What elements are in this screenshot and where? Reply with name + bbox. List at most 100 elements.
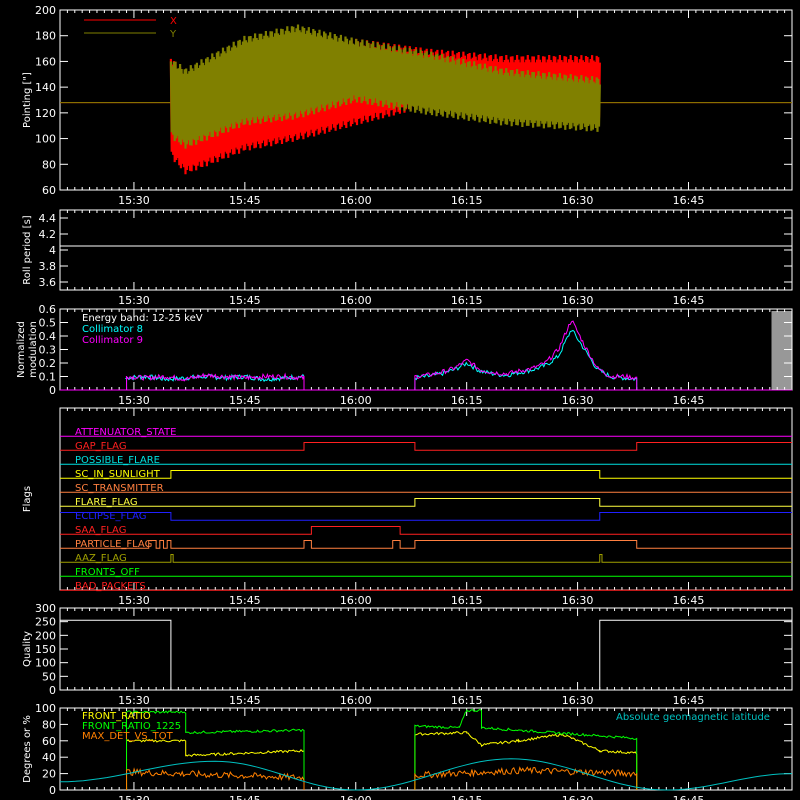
x-tick-label: 16:30 xyxy=(562,794,594,800)
panel-quality: 15:30 15:45 16:00 16:15 16:30 16:450501001502… xyxy=(22,602,793,707)
y-tick-label: 0 xyxy=(49,684,56,697)
y-tick-label: 4.4 xyxy=(39,212,57,225)
flag-label: FRONTS_OFF xyxy=(75,567,140,578)
flag-label: SAA_FLAG xyxy=(75,525,126,536)
x-tick-label: 15:30 xyxy=(118,294,150,307)
plot-frame xyxy=(59,707,793,791)
x-tick-label: 16:15 xyxy=(451,794,483,800)
y-tick-label: 20 xyxy=(42,768,56,781)
y-tick-label: 3.8 xyxy=(39,260,57,273)
x-tick-label: 16:15 xyxy=(451,294,483,307)
y-axis-title: Pointing ["] xyxy=(22,72,33,128)
flag-label: POSSIBLE_FLARE xyxy=(75,455,160,466)
x-tick-label: 16:30 xyxy=(562,394,594,407)
y-tick-label: 40 xyxy=(42,751,56,764)
y-tick-label: 120 xyxy=(35,107,56,120)
series-line-latitude xyxy=(59,758,793,791)
x-tick-label: 16:00 xyxy=(340,394,372,407)
flag-line xyxy=(60,442,792,451)
series-line-FRONT_RATIO xyxy=(414,731,638,791)
y-tick-label: 100 xyxy=(35,133,56,146)
flag-label: SC_IN_SUNLIGHT xyxy=(75,469,161,480)
x-tick-label: 16:45 xyxy=(673,394,705,407)
legend-label: X xyxy=(170,16,177,27)
y-axis-title: Flags xyxy=(22,486,33,512)
flag-line xyxy=(60,554,792,563)
flag-line xyxy=(60,526,792,535)
x-tick-label: 15:30 xyxy=(118,594,150,607)
x-tick-label: 16:00 xyxy=(340,794,372,800)
flag-label: SC_TRANSMITTER xyxy=(75,483,164,494)
x-tick-label: 15:45 xyxy=(229,394,261,407)
y-tick-label: 80 xyxy=(42,718,56,731)
legend-label: Collimator 8 xyxy=(82,324,143,335)
legend-label: Energy band: 12-25 keV xyxy=(82,313,203,324)
panel-modulation: 15:30 15:45 16:00 16:15 16:30 16:45 00.10.20.3… xyxy=(16,303,793,407)
legend-label: MAX_DET_VS_TOT xyxy=(82,731,174,742)
x-tick-label: 16:30 xyxy=(562,194,594,207)
y-axis-title: Quality xyxy=(22,631,33,667)
x-tick-label: 15:45 xyxy=(229,594,261,607)
x-tick-label: 15:30 xyxy=(118,394,150,407)
series-line-Collimator 8 xyxy=(124,373,305,390)
y-axis-title: Roll period [s] xyxy=(22,215,33,284)
y-tick-label: 0.4 xyxy=(39,330,57,343)
series-line-FRONT_RATIO xyxy=(125,739,305,791)
y-tick-label: 150 xyxy=(35,643,56,656)
legend-label: Absolute geomagnetic latitude xyxy=(616,712,770,723)
y-tick-label: 0.5 xyxy=(39,317,57,330)
flag-label: PARTICLE_FLAG xyxy=(75,539,152,550)
x-tick-label: 16:45 xyxy=(673,694,705,707)
flag-label: ECLIPSE_FLAG xyxy=(75,511,146,522)
legend-label: FRONT_RATIO_1225 xyxy=(82,721,181,732)
y-tick-label: 300 xyxy=(35,602,56,615)
x-tick-label: 16:30 xyxy=(562,294,594,307)
plot-frame xyxy=(59,9,793,191)
y-tick-label: 3.6 xyxy=(39,276,57,289)
panel-roll: 15:30 15:45 16:00 16:15 16:30 16:45 3.6 3.8 4 4.2… xyxy=(22,209,793,307)
y-tick-label: 160 xyxy=(35,55,56,68)
x-tick-label: 15:45 xyxy=(229,794,261,800)
x-tick-label: 15:30 xyxy=(118,194,150,207)
series-line-Y xyxy=(169,24,601,149)
y-tick-label: 100 xyxy=(35,702,56,715)
series-line-Collimator 9 xyxy=(125,372,305,390)
x-tick-label: 16:15 xyxy=(451,694,483,707)
y-tick-label: 200 xyxy=(35,4,56,17)
series-line-MAX_DET_VS_TOT xyxy=(414,766,638,791)
x-tick-label: 16:45 xyxy=(673,194,705,207)
y-axis-title: modulation xyxy=(28,321,39,378)
x-tick-label: 15:45 xyxy=(229,194,261,207)
y-tick-label: 0.6 xyxy=(39,303,57,316)
x-tick-label: 16:15 xyxy=(451,394,483,407)
panel-flags: 15:30 15:45 16:00 16:15 16:30 16:45 Flags ATTEN… xyxy=(22,407,793,607)
y-tick-label: 60 xyxy=(42,735,56,748)
flag-label: FLARE_FLAG xyxy=(75,497,138,508)
series-line-MAX_DET_VS_TOT xyxy=(125,767,305,791)
y-tick-label: 50 xyxy=(42,670,56,683)
quality-line xyxy=(60,619,792,691)
y-tick-label: 140 xyxy=(35,81,56,94)
y-tick-label: 200 xyxy=(35,629,56,642)
y-axis-title: Normalized xyxy=(16,321,27,378)
y-tick-label: 60 xyxy=(42,184,56,197)
y-tick-label: 0 xyxy=(49,784,56,797)
y-tick-label: 4.2 xyxy=(39,228,57,241)
y-tick-label: 4 xyxy=(49,244,56,257)
legend-label: Y xyxy=(169,29,177,40)
y-tick-label: 100 xyxy=(35,657,56,670)
flag-label: BAD_PACKETS xyxy=(75,581,146,592)
series-line-Collimator 9 xyxy=(414,320,638,391)
plot-frame xyxy=(59,209,793,291)
y-tick-label: 0 xyxy=(49,384,56,397)
flag-label: ATTENUATOR_STATE xyxy=(75,427,176,438)
x-tick-label: 16:15 xyxy=(451,194,483,207)
x-tick-label: 15:45 xyxy=(229,294,261,307)
y-tick-label: 0.3 xyxy=(39,344,57,357)
flag-line xyxy=(60,512,792,521)
x-tick-label: 15:45 xyxy=(229,694,261,707)
y-tick-label: 0.2 xyxy=(39,357,57,370)
x-tick-label: 16:45 xyxy=(673,794,705,800)
y-tick-label: 80 xyxy=(42,158,56,171)
